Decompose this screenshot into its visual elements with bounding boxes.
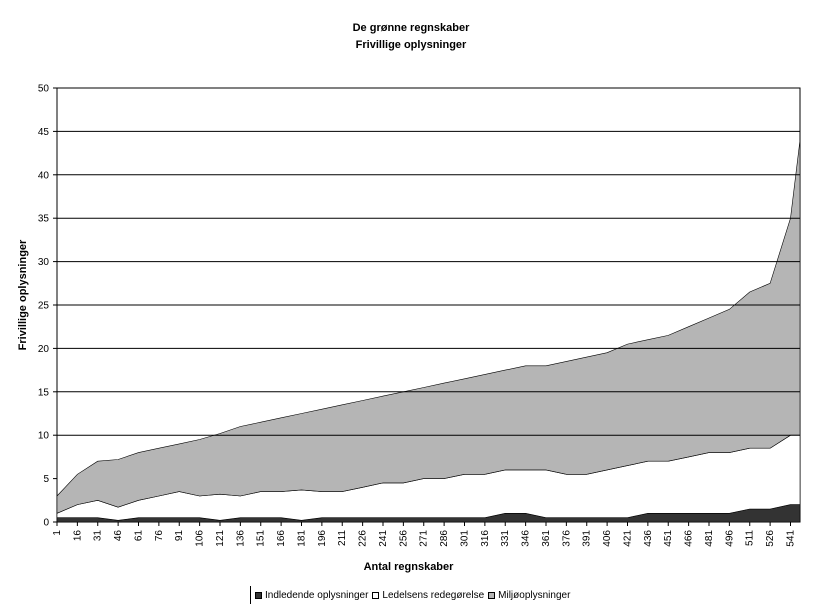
x-tick-label-226: 226 (358, 530, 369, 547)
y-tick-label-25: 25 (38, 301, 50, 312)
x-tick-label-31: 31 (93, 530, 104, 542)
y-tick-label-10: 10 (38, 431, 50, 442)
x-tick-label-256: 256 (398, 530, 409, 547)
x-tick-label-376: 376 (561, 530, 572, 547)
legend-label-miljo: Miljøoplysninger (498, 589, 571, 601)
legend-swatch-ledelsens (372, 591, 380, 599)
y-tick-label-5: 5 (43, 474, 49, 485)
legend-swatch-indledende (255, 591, 262, 599)
x-tick-label-76: 76 (154, 530, 165, 542)
legend-item-indledende: Indledende oplysninger (255, 590, 368, 601)
x-tick-label-121: 121 (215, 530, 226, 547)
x-tick-label-511: 511 (745, 530, 756, 546)
y-tick-label-50: 50 (38, 84, 50, 95)
x-tick-label-166: 166 (276, 530, 287, 547)
x-tick-label-331: 331 (500, 530, 511, 547)
x-tick-label-286: 286 (439, 530, 450, 547)
legend-item-ledelsens: Ledelsens redegørelse (372, 590, 484, 601)
x-tick-label-1: 1 (52, 530, 63, 536)
x-tick-label-406: 406 (602, 530, 613, 547)
y-tick-label-0: 0 (43, 518, 49, 529)
x-tick-label-541: 541 (785, 530, 796, 547)
x-tick-label-241: 241 (378, 530, 389, 547)
x-tick-label-181: 181 (296, 530, 307, 547)
x-tick-label-46: 46 (113, 530, 124, 542)
y-tick-label-20: 20 (38, 344, 50, 355)
x-tick-label-436: 436 (643, 530, 654, 547)
x-tick-label-106: 106 (195, 530, 206, 547)
y-tick-label-30: 30 (38, 257, 50, 268)
x-tick-label-61: 61 (133, 530, 144, 542)
x-tick-label-196: 196 (317, 530, 328, 547)
x-tick-label-16: 16 (72, 530, 83, 542)
chart-legend: Indledende oplysninger Ledelsens redegør… (250, 586, 610, 604)
legend-label-indledende: Indledende oplysninger (265, 589, 369, 601)
x-axis-title: Antal regnskaber (364, 561, 455, 573)
x-tick-label-421: 421 (622, 530, 633, 547)
x-tick-label-451: 451 (663, 530, 674, 547)
x-tick-label-211: 211 (337, 530, 348, 546)
legend-swatch-miljo (488, 591, 496, 599)
x-tick-label-271: 271 (419, 530, 430, 547)
x-tick-label-136: 136 (235, 530, 246, 547)
x-tick-label-346: 346 (521, 530, 532, 547)
x-tick-label-496: 496 (724, 530, 735, 547)
y-tick-label-35: 35 (38, 214, 50, 225)
chart-subtitle: Frivillige oplysninger (355, 39, 467, 51)
legend-label-ledelsens: Ledelsens redegørelse (382, 589, 485, 601)
x-tick-label-316: 316 (480, 530, 491, 547)
chart-title: De grønne regnskaber (352, 22, 470, 34)
x-tick-label-361: 361 (541, 530, 552, 547)
x-tick-label-151: 151 (256, 530, 267, 547)
x-tick-label-391: 391 (582, 530, 593, 547)
chart-title-block: De grønne regnskaber Frivillige oplysnin… (0, 20, 822, 54)
x-tick-label-526: 526 (765, 530, 776, 547)
y-tick-label-45: 45 (38, 127, 50, 138)
y-tick-label-40: 40 (38, 170, 50, 181)
x-tick-label-466: 466 (684, 530, 695, 547)
x-tick-label-481: 481 (704, 530, 715, 547)
y-axis-title: Frivillige oplysninger (17, 239, 29, 350)
y-tick-label-15: 15 (38, 387, 50, 398)
legend-item-miljo: Miljøoplysninger (488, 590, 570, 601)
x-tick-label-91: 91 (174, 530, 185, 542)
x-tick-label-301: 301 (459, 530, 470, 547)
